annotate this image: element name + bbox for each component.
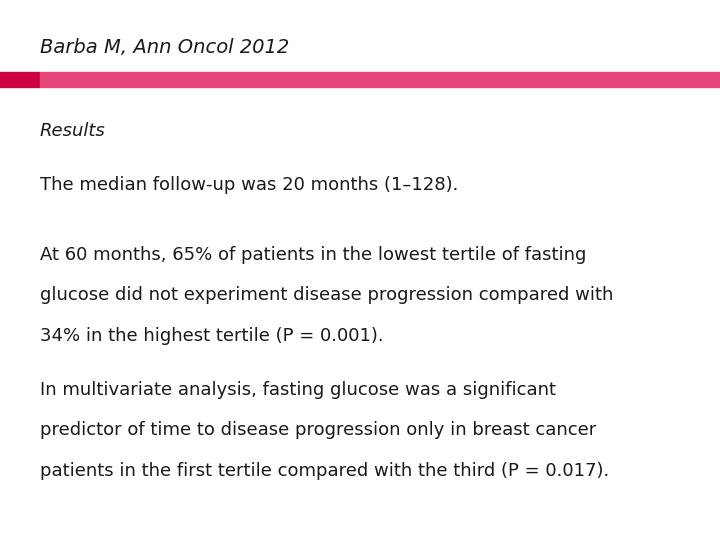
Text: Barba M, Ann Oncol 2012: Barba M, Ann Oncol 2012 [40,38,289,57]
Text: glucose did not experiment disease progression compared with: glucose did not experiment disease progr… [40,286,613,304]
Text: At 60 months, 65% of patients in the lowest tertile of fasting: At 60 months, 65% of patients in the low… [40,246,586,264]
Text: In multivariate analysis, fasting glucose was a significant: In multivariate analysis, fasting glucos… [40,381,556,399]
Text: patients in the first tertile compared with the third (P = 0.017).: patients in the first tertile compared w… [40,462,609,480]
Text: Results: Results [40,122,105,139]
Text: The median follow-up was 20 months (1–128).: The median follow-up was 20 months (1–12… [40,176,458,193]
Text: predictor of time to disease progression only in breast cancer: predictor of time to disease progression… [40,421,596,439]
Bar [40,72,720,87]
Bar [0,72,40,87]
Text: 34% in the highest tertile (P = 0.001).: 34% in the highest tertile (P = 0.001). [40,327,383,345]
